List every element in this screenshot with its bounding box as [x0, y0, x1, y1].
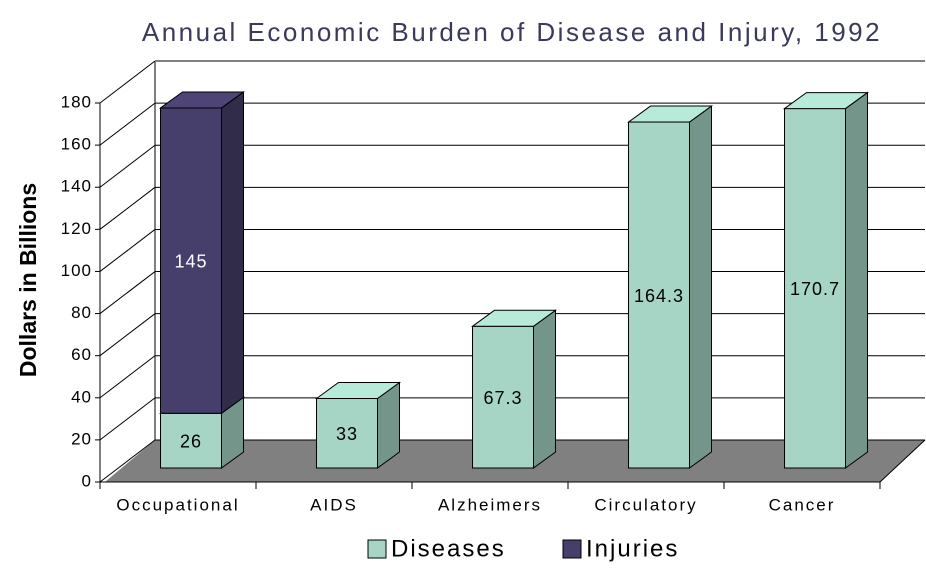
y-tick-label: 20: [71, 429, 92, 448]
bar-top: [470, 309, 558, 327]
bar-top: [626, 105, 714, 123]
value-label: 145: [174, 251, 207, 271]
value-label: 33: [336, 424, 358, 444]
grid-line: [99, 355, 156, 399]
bar: [628, 121, 690, 469]
grid-line: [99, 186, 156, 230]
y-tick-label: 180: [61, 92, 92, 111]
legend-label: Injuries: [586, 535, 679, 562]
grid-line: [99, 439, 156, 483]
grid-line: [99, 144, 156, 188]
value-label: 67.3: [483, 388, 522, 408]
grid-line: [99, 397, 156, 441]
y-tick-label: 140: [61, 177, 92, 196]
floor-edge: [879, 439, 926, 483]
value-label: 26: [180, 431, 202, 451]
y-tick-label: 160: [61, 135, 92, 154]
y-tick-label: 100: [61, 261, 92, 280]
x-tick-label: Alzheimers: [438, 495, 542, 514]
bar-top: [158, 91, 246, 109]
x-tick-label: Circulatory: [594, 495, 697, 514]
y-tick-label: 80: [71, 303, 92, 322]
y-tick-label: 40: [71, 387, 92, 406]
legend-swatch: [562, 539, 582, 559]
bar-side: [221, 90, 244, 415]
x-tick-label: Cancer: [769, 495, 836, 514]
x-tick-label: AIDS: [310, 495, 358, 514]
bar-side: [689, 105, 712, 469]
x-tick-label: Occupational: [116, 495, 239, 514]
value-label: 164.3: [634, 286, 684, 306]
y-tick-label: 120: [61, 219, 92, 238]
y-tick-label: 0: [82, 471, 92, 490]
grid-line: [99, 229, 156, 272]
grid-line: [99, 60, 156, 104]
legend-swatch: [367, 539, 387, 559]
bar-top: [782, 92, 870, 110]
bar: [784, 108, 846, 469]
bar-top: [314, 382, 402, 400]
grid-line: [99, 271, 156, 314]
bar: [316, 398, 378, 469]
grid-line: [99, 313, 156, 357]
y-axis-label: Dollars in Billions: [15, 183, 41, 377]
value-label: 170.7: [790, 279, 840, 299]
bar: [472, 325, 534, 469]
y-tick-label: 60: [71, 345, 92, 364]
legend-label: Diseases: [391, 535, 506, 562]
grid-line: [99, 102, 156, 146]
bar: [160, 412, 222, 469]
bar-side: [845, 91, 868, 469]
bar-side: [533, 309, 556, 469]
chart-title: Annual Economic Burden of Disease and In…: [142, 17, 882, 47]
